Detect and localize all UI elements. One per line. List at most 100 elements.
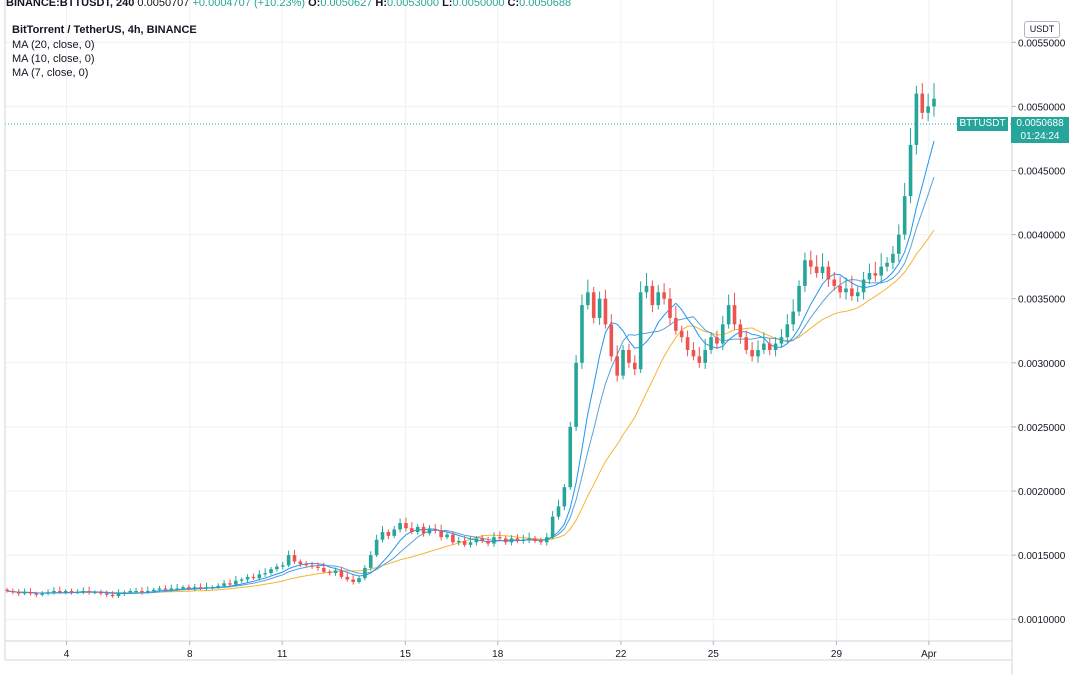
candle-body	[738, 324, 743, 338]
low-value: 0.0050000	[452, 0, 505, 9]
chart-title[interactable]: BitTorrent / TetherUS, 4h, BINANCE	[12, 24, 197, 36]
candle-body	[433, 529, 438, 531]
candle-body	[146, 591, 150, 593]
candle-body	[591, 292, 596, 318]
candle-body	[181, 587, 185, 589]
candle-body	[28, 592, 33, 594]
candle-body	[52, 591, 56, 593]
candle-body	[239, 579, 244, 581]
candle-body	[134, 591, 138, 593]
candle-body	[415, 526, 420, 533]
candle-body	[398, 523, 402, 530]
candle-body	[668, 298, 672, 318]
candle-body	[63, 591, 68, 593]
candle-body	[515, 538, 520, 542]
candle-body	[767, 343, 772, 350]
candle-body	[22, 592, 27, 594]
candle-body	[228, 583, 232, 585]
candle-body	[550, 516, 555, 538]
ma20-legend[interactable]: MA (20, close, 0)	[12, 39, 95, 51]
candle-body	[234, 580, 238, 585]
candle-body	[316, 566, 320, 568]
candle-body	[762, 343, 766, 350]
high-label: H:	[375, 0, 387, 9]
candle-body	[867, 273, 872, 280]
candle-body	[779, 337, 784, 344]
close-label: C:	[507, 0, 520, 9]
candle-body	[697, 356, 702, 363]
price-tick-label: 0.0015000	[1018, 551, 1066, 562]
candle-body	[374, 539, 379, 556]
price-tick-label: 0.0055000	[1018, 38, 1066, 49]
candle-body	[427, 529, 432, 534]
candle-body	[322, 567, 326, 572]
candle-body	[908, 144, 913, 197]
candle-body	[732, 305, 737, 325]
candle-body	[439, 530, 443, 538]
close-value: 0.0050688	[519, 0, 572, 9]
candle-body	[674, 317, 678, 331]
time-tick-label: 29	[831, 649, 843, 660]
candle-body	[703, 349, 707, 363]
candle-body	[914, 93, 919, 145]
price-tick-label: 0.0050000	[1018, 102, 1066, 113]
ma10-legend[interactable]: MA (10, close, 0)	[12, 53, 95, 65]
candle-body	[574, 362, 578, 427]
candle-body	[380, 532, 385, 540]
candle-body	[644, 285, 649, 293]
candle-body	[544, 537, 549, 543]
time-tick-label: 4	[64, 649, 70, 660]
candle-body	[368, 555, 373, 568]
candle-body	[187, 587, 191, 589]
candle-body	[814, 266, 819, 274]
candle-body	[451, 534, 455, 543]
candle-body	[263, 573, 267, 575]
candle-body	[351, 579, 355, 583]
candle-body	[726, 305, 731, 325]
candle-body	[210, 587, 215, 589]
candle-body	[791, 311, 795, 325]
candle-body	[720, 324, 725, 344]
candle-body	[310, 565, 314, 567]
price-tick-label: 0.0020000	[1018, 487, 1066, 498]
candle-body	[16, 592, 21, 594]
candle-body	[474, 538, 479, 543]
candle-body	[216, 585, 221, 588]
candle-body	[855, 292, 860, 297]
candle-body	[81, 591, 86, 593]
candle-body	[656, 292, 661, 306]
candle-body	[627, 349, 631, 363]
price-tick-label: 0.0045000	[1018, 167, 1066, 178]
grid	[5, 0, 1012, 641]
candle-body	[896, 234, 901, 254]
time-tick-label: 25	[708, 649, 720, 660]
candle-body	[169, 588, 174, 590]
candle-body	[46, 592, 50, 594]
candle-body	[363, 567, 367, 579]
candle-body	[275, 566, 279, 570]
candle-body	[339, 570, 344, 577]
candle-body	[327, 571, 332, 574]
candle-body	[34, 593, 39, 595]
candle-body	[392, 529, 397, 536]
candle-body	[879, 266, 883, 276]
candle-body	[404, 523, 408, 529]
candle-body	[462, 541, 467, 545]
candle-body	[926, 106, 930, 113]
candle-body	[386, 532, 391, 536]
ohlc-header: BINANCE:BTTUSDT, 240 0.0050707 +0.000470…	[6, 0, 571, 10]
candle-body	[99, 592, 103, 594]
candle-body	[192, 587, 197, 589]
candle-body	[110, 594, 115, 597]
ma7-legend[interactable]: MA (7, close, 0)	[12, 67, 89, 79]
candle-body	[685, 337, 690, 350]
price-change: +0.0004707 (+10.23%)	[192, 0, 306, 9]
candle-body	[298, 561, 303, 565]
currency-button[interactable]: USDT	[1024, 21, 1060, 38]
candle-body	[333, 570, 338, 574]
candle-body	[445, 534, 449, 538]
candle-body	[140, 591, 144, 593]
candle-body	[756, 349, 760, 357]
candle-body	[527, 538, 531, 540]
